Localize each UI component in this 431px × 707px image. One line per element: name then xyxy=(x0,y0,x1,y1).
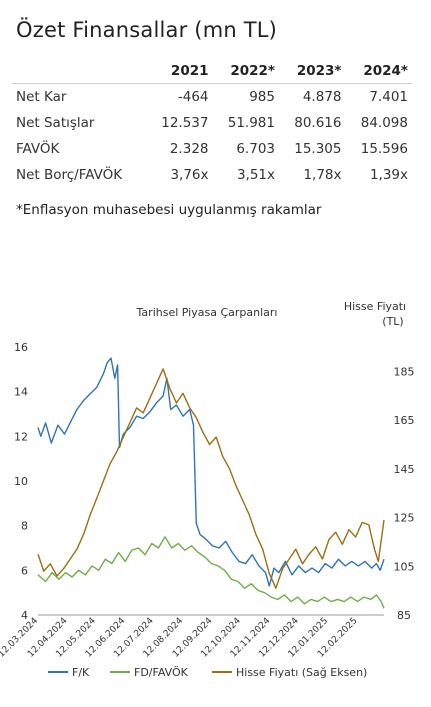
table-header-cell: 2024* xyxy=(363,63,408,79)
table-header-cell: 2022* xyxy=(230,63,275,79)
series-line-2 xyxy=(37,368,385,589)
table-header-cell xyxy=(12,59,146,84)
row-label: FAVÖK xyxy=(16,141,60,157)
table-cell: 6.703 xyxy=(236,141,275,157)
financial-summary-table: 2021 2022* 2023* 2024* Net Kar -464 985 … xyxy=(12,59,412,188)
table-cell: 51.981 xyxy=(227,115,275,131)
table-cell: 12.537 xyxy=(161,115,209,131)
left-axis-tick-label: 16 xyxy=(14,341,28,354)
chart-legend: F/K FD/FAVÖK Hisse Fiyatı (Sağ Eksen) xyxy=(48,666,367,679)
table-cell: 2.328 xyxy=(169,141,209,157)
table-cell: 84.098 xyxy=(360,115,408,131)
right-axis-tick-label: 85 xyxy=(397,609,411,622)
legend-label: F/K xyxy=(72,666,90,679)
right-axis-tick-label: 145 xyxy=(394,463,415,476)
right-axis-tick-label: 185 xyxy=(394,365,415,378)
x-axis-ticks: 12.03.202412.04.202412.05.202412.06.2024… xyxy=(0,616,360,660)
left-axis-tick-label: 4 xyxy=(21,609,28,622)
right-axis-label-line1: Hisse Fiyatı xyxy=(344,300,406,313)
table-row: Net Satışlar 12.537 51.981 80.616 84.098 xyxy=(12,110,412,136)
footnote: *Enflasyon muhasebesi uygulanmış rakamla… xyxy=(16,202,322,218)
table-header-cell: 2023* xyxy=(296,63,342,79)
left-axis-tick-label: 10 xyxy=(14,475,28,488)
table-cell: 15.596 xyxy=(360,141,408,157)
table-cell: 985 xyxy=(249,89,275,105)
table-row: FAVÖK 2.328 6.703 15.305 15.596 xyxy=(12,136,412,162)
table-cell: -464 xyxy=(177,89,209,105)
left-axis-tick-label: 6 xyxy=(21,564,28,577)
table-cell: 7.401 xyxy=(369,89,408,105)
right-axis-label-line2: (TL) xyxy=(382,315,403,328)
table-cell: 80.616 xyxy=(294,115,342,131)
legend-label: Hisse Fiyatı (Sağ Eksen) xyxy=(236,666,367,679)
chart-title: Tarihsel Piyasa Çarpanları xyxy=(136,306,278,319)
right-axis-tick-label: 165 xyxy=(394,414,415,427)
series-line-1 xyxy=(37,536,385,609)
table-cell: 3,76x xyxy=(170,167,209,183)
table-row: Net Borç/FAVÖK 3,76x 3,51x 1,78x 1,39x xyxy=(12,162,412,188)
left-axis-tick-label: 14 xyxy=(14,386,28,399)
page-title: Özet Finansallar (mn TL) xyxy=(16,18,278,42)
left-axis-ticks: 4 6 8 10 12 14 16 xyxy=(14,341,28,622)
right-axis-tick-label: 105 xyxy=(394,560,415,573)
table-header-row: 2021 2022* 2023* 2024* xyxy=(12,59,412,84)
series-layer xyxy=(37,357,385,609)
table-cell: 1,39x xyxy=(369,167,408,183)
legend-label: FD/FAVÖK xyxy=(134,666,189,679)
right-axis-ticks: 85 105 125 145 165 185 xyxy=(394,365,415,622)
market-multiples-chart: Tarihsel Piyasa Çarpanları Hisse Fiyatı … xyxy=(0,300,415,679)
table-cell: 1,78x xyxy=(303,167,342,183)
table-header-cell: 2021 xyxy=(170,63,209,79)
row-label: Net Borç/FAVÖK xyxy=(16,167,123,183)
series-line-0 xyxy=(37,357,385,587)
table-cell: 3,51x xyxy=(236,167,275,183)
row-label: Net Kar xyxy=(16,89,67,105)
right-axis-tick-label: 125 xyxy=(394,512,415,525)
table-row: Net Kar -464 985 4.878 7.401 xyxy=(12,84,412,111)
table-cell: 15.305 xyxy=(294,141,342,157)
table-cell: 4.878 xyxy=(302,89,342,105)
row-label: Net Satışlar xyxy=(16,115,95,131)
left-axis-tick-label: 12 xyxy=(14,430,28,443)
left-axis-tick-label: 8 xyxy=(21,520,28,533)
